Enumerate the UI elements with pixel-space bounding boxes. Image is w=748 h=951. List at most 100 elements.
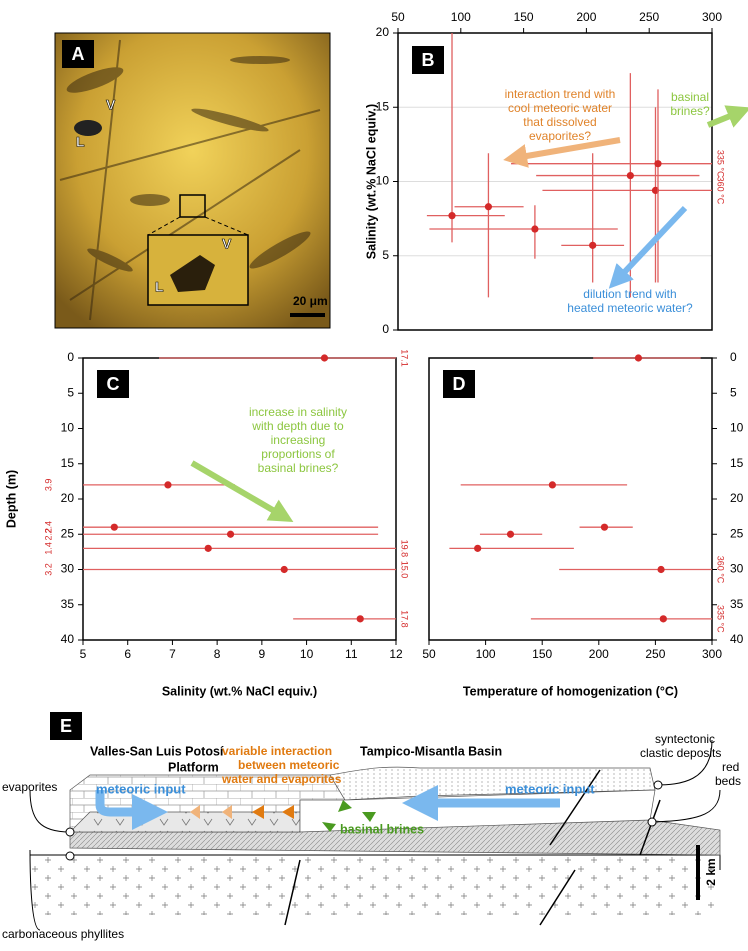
annotation: brines? — [670, 104, 710, 118]
plot-frame — [397, 32, 713, 331]
x-tick-label: 150 — [532, 647, 552, 661]
section-label: Valles-San Luis Potosí — [90, 744, 224, 758]
annotation: that dissolved — [523, 115, 596, 129]
data-point — [356, 615, 364, 623]
photo-label: L — [155, 279, 164, 295]
y-tick-label: 5 — [67, 385, 74, 399]
annotation: increasing — [271, 433, 326, 447]
range-label: 15.0 — [400, 561, 410, 579]
x-tick-label: 5 — [80, 647, 87, 661]
inclusion — [170, 255, 215, 292]
range-label: 335 °C — [716, 150, 726, 178]
photo-label: V — [222, 236, 232, 252]
section-label: red — [722, 760, 739, 774]
y-tick-label: 10 — [61, 421, 75, 435]
y-tick-label: 30 — [730, 562, 744, 576]
section-label: carbonaceous phyllites — [2, 927, 124, 941]
y-tick-label: 20 — [376, 25, 390, 39]
x-tick-label: 7 — [169, 647, 176, 661]
basement — [30, 855, 720, 915]
section-label: beds — [715, 774, 741, 788]
x-tick-label: 200 — [576, 10, 596, 24]
trend-arrow — [503, 137, 621, 168]
x-tick-label: 50 — [391, 10, 405, 24]
annotation: proportions of — [261, 447, 335, 461]
y-tick-label: 25 — [61, 526, 75, 540]
panel-letter-box — [50, 712, 82, 740]
y-tick-label: 35 — [61, 597, 75, 611]
x-tick-label: 300 — [702, 647, 722, 661]
section-label: evaporites — [2, 780, 57, 794]
x-tick-label: 150 — [514, 10, 534, 24]
range-label: 1.4 — [43, 542, 53, 555]
marker — [647, 817, 657, 827]
y-tick-label: 40 — [730, 632, 744, 646]
trend-arrow — [608, 205, 688, 289]
data-point — [484, 203, 493, 211]
y-tick-label: 0 — [730, 350, 737, 364]
annotation: with depth due to — [251, 419, 344, 433]
panel-letter: C — [107, 374, 120, 394]
marker — [65, 851, 75, 861]
annotation: interaction trend with — [505, 87, 616, 101]
data-point — [589, 241, 597, 249]
range-label: 3.9 — [43, 479, 53, 492]
data-point — [657, 565, 665, 574]
range-label: 335 °C — [716, 605, 726, 633]
y-tick-label: 5 — [382, 248, 389, 262]
x-axis-label: Temperature of homogenization (°C) — [463, 684, 678, 698]
panel-letter: A — [72, 44, 85, 64]
inclusion — [74, 120, 102, 136]
x-tick-label: 6 — [124, 647, 131, 661]
trend-arrow — [190, 460, 294, 523]
inset-leader — [147, 216, 249, 236]
photo-label: V — [106, 97, 116, 113]
data-point — [659, 615, 667, 623]
section-label: meteoric input — [96, 781, 186, 796]
interaction-arrow — [190, 805, 232, 819]
section-label: 2 km — [704, 858, 718, 885]
plot-frame — [428, 357, 713, 641]
data-point — [651, 186, 660, 195]
y-tick-label: 5 — [730, 385, 737, 399]
panel-letter-box — [443, 370, 475, 398]
marker — [653, 780, 663, 790]
y-tick-label: 15 — [376, 99, 390, 113]
data-point — [506, 530, 515, 538]
panel-letter: E — [60, 716, 72, 736]
range-label: 17.1 — [400, 349, 410, 367]
fault — [284, 769, 661, 926]
range-label: 2.2 — [43, 528, 53, 541]
annotation: increase in salinity — [249, 405, 347, 419]
section-label: clastic deposits — [640, 746, 721, 760]
y-tick-label: 20 — [730, 491, 744, 505]
y-tick-label: 20 — [61, 491, 75, 505]
section-label: syntectonic — [655, 732, 715, 746]
y-tick-label: 40 — [61, 632, 75, 646]
x-axis-label: Salinity (wt.% NaCl equiv.) — [162, 684, 317, 698]
y-tick-label: 15 — [730, 456, 744, 470]
annotation: evaporites? — [529, 129, 591, 143]
brine-arrow — [322, 800, 376, 832]
data-point — [600, 523, 609, 531]
y-tick-label: 30 — [61, 562, 75, 576]
y-axis-label: Salinity (wt.% NaCl equiv.) — [364, 104, 378, 259]
range-label: 360 °C — [716, 177, 726, 205]
y-tick-label: 35 — [730, 597, 744, 611]
chart: 0 5 10 15 20 25 30 35 40 50 100 150 200 250 300 Tempera… — [422, 350, 743, 698]
photo-panel: A V L V L 20 μm — [54, 32, 331, 329]
data-point — [280, 565, 288, 574]
annotation: heated meteoric water? — [567, 301, 693, 315]
section-label: between meteoric — [238, 758, 340, 772]
data-point — [474, 544, 482, 552]
trend-arrow — [706, 105, 748, 128]
section-label: Tampico-Misantla Basin — [360, 744, 502, 758]
x-tick-label: 8 — [214, 647, 221, 661]
section-label: Platform — [168, 760, 219, 774]
data-point — [654, 160, 662, 168]
x-tick-label: 10 — [300, 647, 314, 661]
x-tick-label: 300 — [702, 10, 722, 24]
x-tick-label: 250 — [645, 647, 665, 661]
panel-letter-box — [412, 46, 444, 74]
data-point — [626, 171, 634, 180]
